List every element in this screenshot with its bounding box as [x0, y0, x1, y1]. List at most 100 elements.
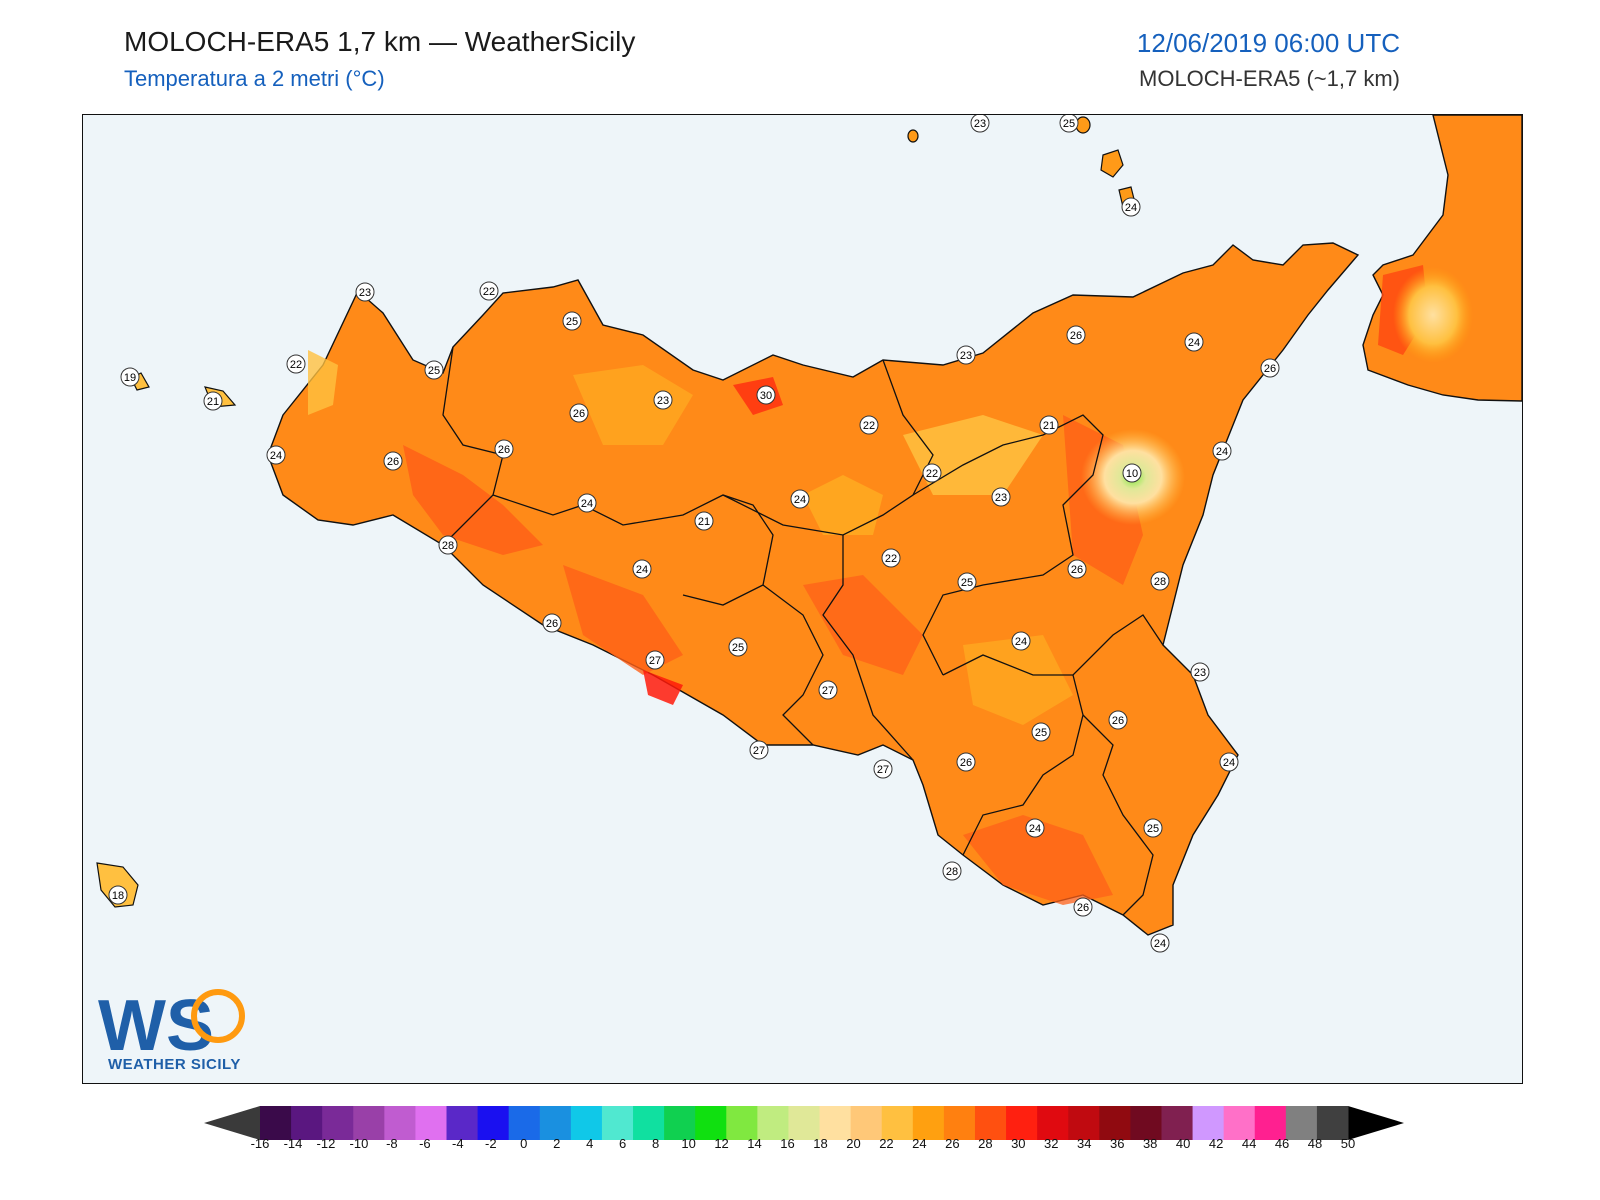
temp-label-text: 26 — [546, 618, 558, 630]
temp-label: 30 — [756, 385, 776, 405]
colorbar-tick-label: 28 — [978, 1136, 993, 1151]
temp-label: 27 — [749, 740, 769, 760]
colorbar-tick-label: 2 — [553, 1136, 561, 1151]
temp-label: 26 — [1073, 897, 1093, 917]
colorbar-swatch — [415, 1106, 448, 1140]
temp-label: 27 — [645, 650, 665, 670]
temp-label-text: 24 — [270, 450, 282, 462]
temp-label-text: 25 — [1147, 823, 1159, 835]
temp-label-text: 21 — [698, 516, 710, 528]
temp-label: 24 — [266, 445, 286, 465]
temp-label-text: 22 — [290, 359, 302, 371]
temp-label-text: 23 — [995, 492, 1007, 504]
colorbar-swatch — [353, 1106, 385, 1140]
temp-label-text: 24 — [1154, 938, 1166, 950]
temp-label: 28 — [942, 861, 962, 881]
temp-label-text: 28 — [946, 866, 958, 878]
temp-label-text: 28 — [1154, 576, 1166, 588]
temp-label: 19 — [120, 367, 140, 387]
colorbar-tick-label: 20 — [846, 1136, 861, 1151]
temp-label: 24 — [1150, 933, 1170, 953]
temp-label: 18 — [108, 885, 128, 905]
colorbar-tick-label: 24 — [912, 1136, 927, 1151]
temp-label-text: 30 — [760, 390, 772, 402]
temp-label: 24 — [1219, 752, 1239, 772]
colorbar-swatch — [260, 1106, 292, 1140]
colorbar-swatch — [1068, 1106, 1100, 1140]
colorbar-swatch — [788, 1106, 821, 1140]
colorbar-tick-label: -6 — [419, 1136, 431, 1151]
temp-label-text: 27 — [822, 685, 834, 697]
colorbar-tick-label: -16 — [250, 1136, 270, 1151]
temp-label-text: 28 — [442, 540, 454, 552]
temp-label: 26 — [494, 439, 514, 459]
colorbar-swatch — [1254, 1106, 1287, 1140]
temperature-colorbar — [204, 1106, 1404, 1140]
colorbar-tick-label: 44 — [1241, 1136, 1257, 1151]
temp-label: 24 — [1011, 631, 1031, 651]
temp-label-text: 25 — [732, 642, 744, 654]
temp-label-text: 26 — [498, 444, 510, 456]
temp-label-text: 25 — [1035, 727, 1047, 739]
temp-label-text: 19 — [124, 372, 136, 384]
temp-label: 24 — [1121, 197, 1141, 217]
temp-label: 28 — [438, 535, 458, 555]
temp-label-text: 23 — [1194, 667, 1206, 679]
colorbar-tick-label: 36 — [1109, 1136, 1125, 1151]
temp-label-text: 22 — [926, 468, 938, 480]
colorbar-swatch — [1099, 1106, 1131, 1140]
colorbar-tick-label: 42 — [1208, 1136, 1224, 1151]
temp-label-text: 24 — [1015, 636, 1027, 648]
colorbar-swatch — [695, 1106, 727, 1140]
temp-label: 24 — [632, 559, 652, 579]
colorbar-swatch — [1130, 1106, 1162, 1140]
temp-label-text: 23 — [657, 395, 669, 407]
colorbar-swatch — [1285, 1106, 1318, 1140]
temp-label: 22 — [479, 281, 499, 301]
temp-label: 25 — [1143, 818, 1163, 838]
colorbar-swatch — [1192, 1106, 1225, 1140]
colorbar-tick-label: 30 — [1011, 1136, 1026, 1151]
colorbar-tick-label: 6 — [619, 1136, 627, 1151]
colorbar-swatch — [601, 1106, 634, 1140]
colorbar-swatch — [1223, 1106, 1256, 1140]
colorbar-tick-label: -8 — [386, 1136, 398, 1151]
temp-label-text: 24 — [636, 564, 648, 576]
temp-label-text: 26 — [1071, 564, 1083, 576]
logo-name: WEATHER SICILY — [108, 1056, 241, 1073]
colorbar-swatch — [477, 1106, 510, 1140]
colorbar-tick-label: -4 — [452, 1136, 464, 1151]
colorbar-swatch — [819, 1106, 852, 1140]
temp-label-text: 23 — [359, 287, 371, 299]
colorbar-tick-label: 14 — [747, 1136, 762, 1151]
temp-label: 24 — [1025, 818, 1045, 838]
temp-label: 21 — [203, 391, 223, 411]
temp-label-text: 26 — [1077, 902, 1089, 914]
colorbar-swatch — [322, 1106, 354, 1140]
temp-label: 27 — [818, 680, 838, 700]
temp-label-text: 23 — [960, 350, 972, 362]
colorbar-tick-label: 46 — [1274, 1136, 1290, 1151]
colorbar-swatch — [384, 1106, 416, 1140]
map-subtitle: Temperatura a 2 metri (°C) — [124, 66, 385, 91]
colorbar-labels: -16 -14 -12 -10 -8 -6 -4 -2 0 2 4 6 8 10 12 14 16 18 20 22 2… — [0, 1136, 1600, 1156]
temp-label-text: 18 — [112, 890, 124, 902]
colorbar-swatch — [757, 1106, 789, 1140]
colorbar-swatch — [1316, 1106, 1349, 1140]
colorbar-swatch — [850, 1106, 883, 1140]
colorbar-tick-label: 32 — [1044, 1136, 1059, 1151]
temp-label-text: 25 — [428, 365, 440, 377]
colorbar-swatch — [974, 1106, 1007, 1140]
temp-label-text: 24 — [1029, 823, 1041, 835]
weathersicily-logo: WS — [98, 980, 258, 1080]
colorbar-swatch — [1006, 1106, 1038, 1140]
temp-label: 22 — [286, 354, 306, 374]
colorbar-tick-label: 40 — [1175, 1136, 1191, 1151]
colorbar-swatch — [539, 1106, 572, 1140]
forecast-datetime: 12/06/2019 06:00 UTC — [1136, 28, 1400, 58]
temp-label-text: 26 — [960, 757, 972, 769]
colorbar-tick-label: 12 — [714, 1136, 729, 1151]
temp-label-text: 24 — [1216, 446, 1228, 458]
temp-label: 27 — [873, 759, 893, 779]
temp-label-text: 27 — [753, 745, 765, 757]
